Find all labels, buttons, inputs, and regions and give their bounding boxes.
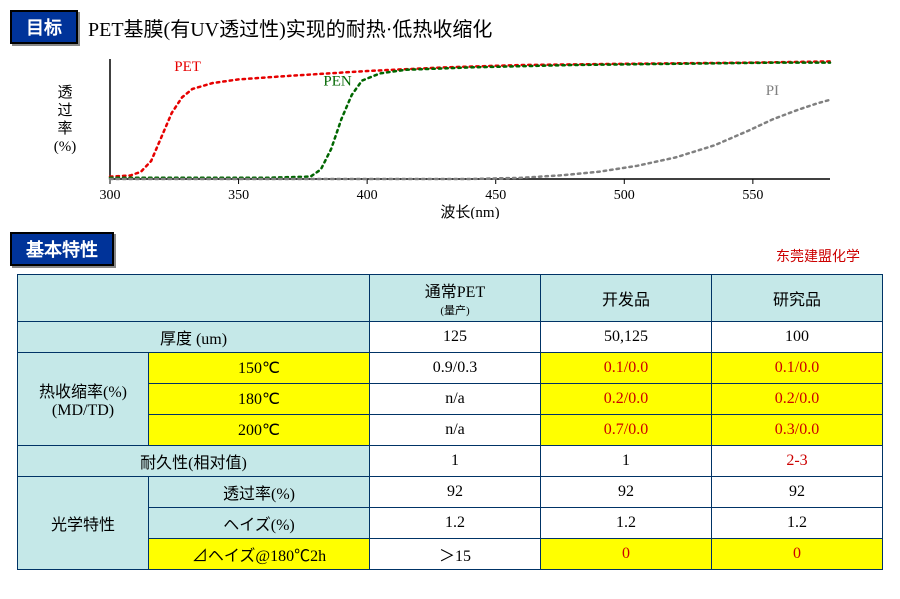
data-cell: 125 <box>370 322 541 353</box>
svg-text:500: 500 <box>614 188 635 203</box>
row-sub: 透过率(%) <box>149 477 370 508</box>
row-sub: 180℃ <box>149 384 370 415</box>
row-group: 热收缩率(%)(MD/TD) <box>18 353 149 446</box>
svg-text:450: 450 <box>485 188 506 203</box>
data-cell: 0 <box>541 539 712 570</box>
data-cell: 1 <box>541 446 712 477</box>
data-cell: 0.2/0.0 <box>712 384 883 415</box>
svg-text:波长(nm): 波长(nm) <box>440 204 499 219</box>
data-cell: 0 <box>712 539 883 570</box>
svg-text:550: 550 <box>742 188 763 203</box>
data-cell: 1 <box>370 446 541 477</box>
properties-table-wrap: 通常PET(量产)开发品研究品厚度 (um)12550,125100热收缩率(%… <box>10 274 890 570</box>
page-title: PET基膜(有UV透过性)实现的耐热·低热收缩化 <box>88 13 492 42</box>
data-cell: 0.3/0.0 <box>712 415 883 446</box>
row-label: 厚度 (um) <box>18 322 370 353</box>
table-header: 研究品 <box>712 275 883 322</box>
data-cell: 92 <box>712 477 883 508</box>
row-sub: ⊿ヘイズ@180℃2h <box>149 539 370 570</box>
y-axis-label: 透 过 率 (%) <box>45 84 85 156</box>
data-cell: 50,125 <box>541 322 712 353</box>
row-sub: 200℃ <box>149 415 370 446</box>
transmittance-chart: 透 过 率 (%) 300350400450500550波长(nm)PETPEN… <box>100 49 890 224</box>
data-cell: 2-3 <box>712 446 883 477</box>
svg-text:350: 350 <box>228 188 249 203</box>
chart-svg: 300 350 400 450 500 550 波长(nm) PET PEN PI <box>100 49 840 219</box>
row-label: 耐久性(相对值) <box>18 446 370 477</box>
data-cell: 100 <box>712 322 883 353</box>
data-cell: 1.2 <box>541 508 712 539</box>
header: 目标 PET基膜(有UV透过性)实现的耐热·低热收缩化 <box>10 10 890 44</box>
table-header: 通常PET(量产) <box>370 275 541 322</box>
svg-text:PEN: PEN <box>323 73 352 89</box>
table-header-blank <box>18 275 370 322</box>
data-cell: n/a <box>370 384 541 415</box>
row-group: 光学特性 <box>18 477 149 570</box>
section-row: 基本特性 东莞建盟化学 <box>10 232 890 266</box>
data-cell: 0.7/0.0 <box>541 415 712 446</box>
svg-text:400: 400 <box>357 188 378 203</box>
data-cell: 92 <box>370 477 541 508</box>
row-sub: 150℃ <box>149 353 370 384</box>
data-cell: n/a <box>370 415 541 446</box>
row-sub: ヘイズ(%) <box>149 508 370 539</box>
data-cell: 1.2 <box>712 508 883 539</box>
data-cell: 0.9/0.3 <box>370 353 541 384</box>
svg-text:PET: PET <box>174 59 201 75</box>
goal-tag: 目标 <box>10 10 78 44</box>
table-header: 开发品 <box>541 275 712 322</box>
data-cell: 1.2 <box>370 508 541 539</box>
data-cell: ＞15 <box>370 539 541 570</box>
data-cell: 0.1/0.0 <box>541 353 712 384</box>
data-cell: 0.2/0.0 <box>541 384 712 415</box>
data-cell: 0.1/0.0 <box>712 353 883 384</box>
properties-table: 通常PET(量产)开发品研究品厚度 (um)12550,125100热收缩率(%… <box>17 274 883 570</box>
company-name: 东莞建盟化学 <box>776 246 860 266</box>
properties-tag: 基本特性 <box>10 232 114 266</box>
svg-text:300: 300 <box>100 188 121 203</box>
data-cell: 92 <box>541 477 712 508</box>
svg-text:PI: PI <box>766 83 779 99</box>
